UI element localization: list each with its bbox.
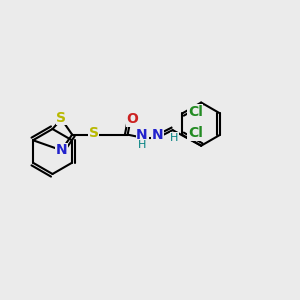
Text: H: H [170,133,178,142]
Text: H: H [138,140,146,150]
Text: N: N [136,128,148,142]
Text: S: S [89,126,99,140]
Text: O: O [126,112,138,126]
Text: Cl: Cl [188,126,203,140]
Text: Cl: Cl [188,105,203,119]
Text: N: N [56,143,67,157]
Text: N: N [152,128,164,142]
Text: S: S [56,110,66,124]
